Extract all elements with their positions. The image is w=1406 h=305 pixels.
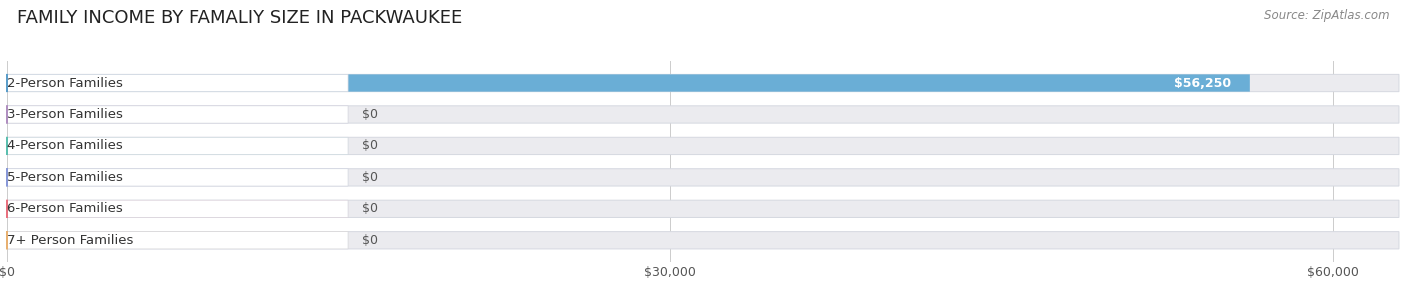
- FancyBboxPatch shape: [7, 137, 1399, 155]
- FancyBboxPatch shape: [7, 200, 349, 217]
- Text: 7+ Person Families: 7+ Person Families: [7, 234, 134, 247]
- FancyBboxPatch shape: [7, 200, 349, 217]
- FancyBboxPatch shape: [7, 169, 349, 186]
- Text: FAMILY INCOME BY FAMALIY SIZE IN PACKWAUKEE: FAMILY INCOME BY FAMALIY SIZE IN PACKWAU…: [17, 9, 463, 27]
- FancyBboxPatch shape: [7, 169, 1399, 186]
- Text: 5-Person Families: 5-Person Families: [7, 171, 122, 184]
- FancyBboxPatch shape: [7, 74, 1250, 92]
- FancyBboxPatch shape: [7, 231, 1399, 249]
- Text: $56,250: $56,250: [1174, 77, 1232, 89]
- FancyBboxPatch shape: [7, 137, 349, 155]
- FancyBboxPatch shape: [7, 137, 349, 155]
- FancyBboxPatch shape: [7, 106, 1399, 123]
- Text: 4-Person Families: 4-Person Families: [7, 139, 122, 152]
- FancyBboxPatch shape: [7, 169, 349, 186]
- Text: Source: ZipAtlas.com: Source: ZipAtlas.com: [1264, 9, 1389, 22]
- Text: $0: $0: [361, 139, 378, 152]
- Text: $0: $0: [361, 202, 378, 215]
- Text: 2-Person Families: 2-Person Families: [7, 77, 122, 89]
- Text: $0: $0: [361, 108, 378, 121]
- Text: 6-Person Families: 6-Person Families: [7, 202, 122, 215]
- FancyBboxPatch shape: [7, 200, 1399, 217]
- FancyBboxPatch shape: [7, 74, 1399, 92]
- FancyBboxPatch shape: [7, 231, 349, 249]
- Text: $0: $0: [361, 234, 378, 247]
- FancyBboxPatch shape: [7, 106, 349, 123]
- Text: $0: $0: [361, 171, 378, 184]
- FancyBboxPatch shape: [7, 231, 349, 249]
- Text: 3-Person Families: 3-Person Families: [7, 108, 122, 121]
- FancyBboxPatch shape: [7, 106, 349, 123]
- FancyBboxPatch shape: [7, 74, 349, 92]
